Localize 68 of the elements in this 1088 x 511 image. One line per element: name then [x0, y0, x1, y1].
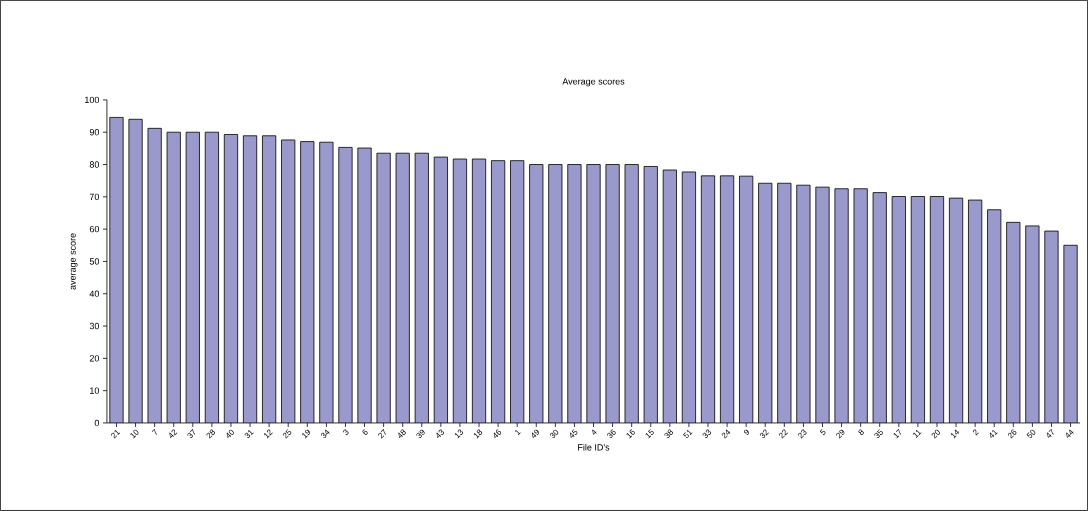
- x-tick-label: 47: [1047, 429, 1054, 438]
- x-tick-label: 11: [913, 429, 922, 439]
- y-tick-label: 10: [90, 387, 100, 394]
- x-tick-label: 12: [264, 429, 273, 439]
- x-tick-label: 7: [151, 429, 157, 435]
- x-tick-label: 14: [950, 429, 960, 439]
- x-tick-label: 43: [436, 429, 444, 438]
- x-tick-label: 49: [531, 429, 540, 438]
- x-tick-label: 22: [779, 429, 788, 439]
- x-tick-label: 27: [378, 429, 386, 439]
- y-tick-label: 60: [89, 226, 100, 233]
- x-tick-label: 35: [874, 429, 883, 439]
- x-tick-label: 28: [206, 429, 215, 439]
- x-tick-label: 32: [759, 429, 769, 439]
- x-tick-label: 21: [111, 430, 121, 439]
- y-tick-label: 100: [85, 96, 100, 104]
- x-tick-label: 36: [607, 429, 616, 439]
- x-tick-label: 50: [1026, 429, 1036, 439]
- x-tick-label: 15: [645, 429, 654, 439]
- x-tick-label: 37: [187, 429, 196, 439]
- x-tick-label: 48: [398, 429, 406, 438]
- x-tick-label: 30: [549, 429, 559, 439]
- y-tick-label: 90: [89, 129, 100, 136]
- x-tick-label: 18: [473, 429, 483, 439]
- x-tick-label: 42: [169, 429, 178, 438]
- x-axis-title: File ID's: [578, 443, 610, 451]
- bar: [586, 164, 601, 424]
- x-tick-label: 24: [721, 429, 731, 439]
- x-tick-label: 45: [570, 429, 578, 438]
- y-tick-label: 80: [89, 161, 100, 168]
- x-tick-label: 5: [819, 429, 826, 435]
- y-axis-title: average score: [70, 233, 78, 290]
- x-tick-label: 33: [702, 429, 712, 439]
- x-tick-label: 3: [343, 429, 349, 435]
- x-tick-label: 8: [858, 429, 864, 435]
- y-tick-label: 70: [89, 193, 100, 201]
- x-tick-label: 1: [515, 429, 521, 436]
- x-tick-label: 41: [989, 429, 998, 438]
- x-tick-label: 26: [1007, 429, 1017, 439]
- x-tick-label: 31: [244, 430, 254, 439]
- y-tick-label: 40: [89, 290, 100, 297]
- x-tick-label: 34: [321, 429, 330, 439]
- x-tick-label: 16: [626, 429, 635, 439]
- x-tick-label: 51: [683, 429, 693, 439]
- x-tick-label: 29: [836, 429, 845, 439]
- x-tick-label: 2: [972, 429, 979, 436]
- x-tick-label: 17: [893, 429, 902, 439]
- x-tick-label: 10: [130, 429, 139, 439]
- x-tick-label: 6: [362, 429, 368, 435]
- y-tick-label: 0: [94, 419, 100, 427]
- x-tick-label: 13: [454, 429, 464, 439]
- y-tick-label: 50: [89, 258, 100, 265]
- chart-title: Average scores: [562, 78, 625, 87]
- x-tick-label: 19: [302, 429, 311, 439]
- x-tick-label: 25: [282, 429, 292, 439]
- bar: [815, 187, 830, 424]
- x-tick-label: 40: [226, 429, 234, 438]
- bar: [109, 117, 124, 424]
- x-tick-label: 23: [798, 429, 807, 439]
- x-tick-label: 44: [1066, 429, 1074, 438]
- x-tick-label: 9: [743, 429, 750, 435]
- y-tick-label: 30: [89, 322, 100, 330]
- x-tick-label: 46: [493, 429, 502, 438]
- x-tick-label: 38: [664, 429, 673, 439]
- x-tick-label: 4: [592, 429, 597, 435]
- y-tick-label: 20: [89, 355, 100, 362]
- x-tick-label: 20: [931, 429, 940, 439]
- x-tick-label: 39: [416, 429, 425, 439]
